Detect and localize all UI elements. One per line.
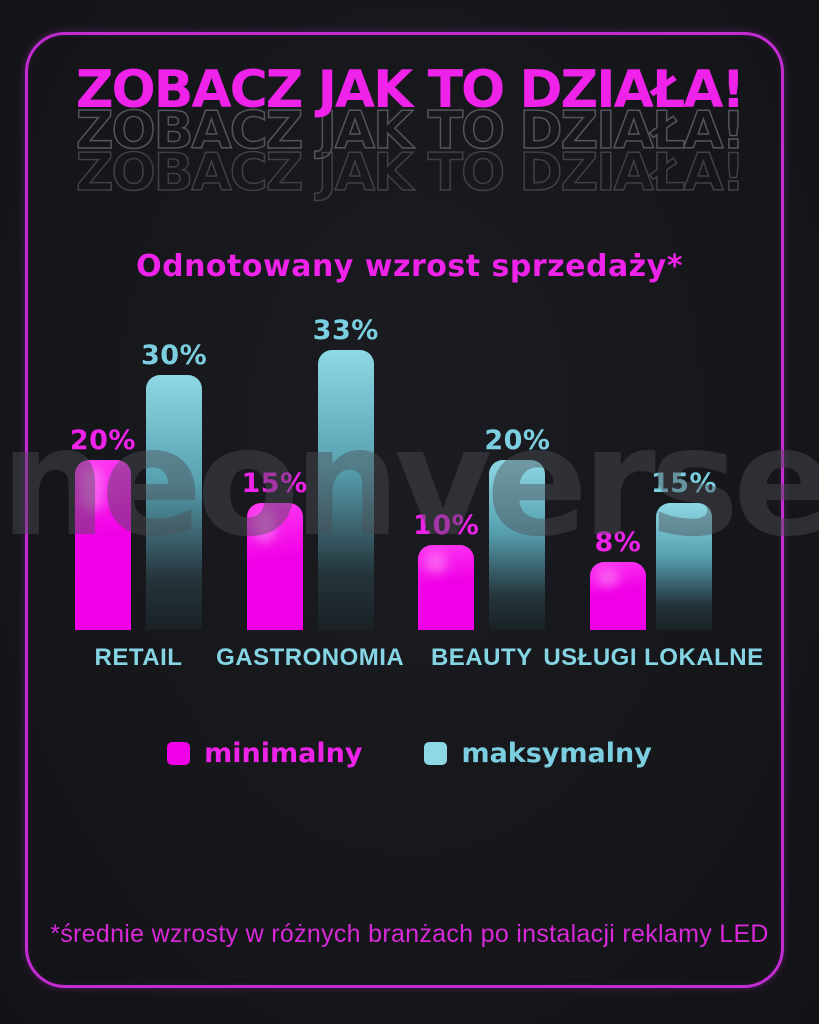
chart-group: 8% 15% USŁUGI LOKALNE [543,300,763,672]
bar-value-label: 15% [650,467,718,499]
bar-column: 15% [651,300,717,630]
bar-gloss-highlight [81,467,104,512]
bar-minimalny [418,545,475,630]
bar-column: 10% [413,300,479,630]
bar-column: 8% [589,300,646,630]
header: ZOBACZ JAK TO DZIAŁA! ZOBACZ JAK TO DZIA… [0,60,819,200]
title-echo-outline-1: ZOBACZ JAK TO DZIAŁA! [75,101,746,161]
page-title: ZOBACZ JAK TO DZIAŁA! [75,60,745,120]
bar-minimalny [74,460,131,630]
legend-label-maksymalny: maksymalny [461,738,652,769]
bars-pair: 15% 33% [242,300,379,630]
chart-title: Odnotowany wzrost sprzedaży* [136,249,683,284]
bar-value-label: 8% [594,527,642,558]
bar-column: 30% [141,300,207,630]
bar-gloss-highlight [425,552,448,575]
bars-pair: 10% 20% [413,300,550,630]
bar-column: 20% [70,300,136,630]
footnote: *średnie wzrosty w różnych branżach po i… [50,920,769,948]
bar-column: 15% [242,300,308,630]
bars-pair: 20% 30% [70,300,207,630]
category-label: GASTRONOMIA [216,644,405,671]
bar-gloss-highlight [596,569,619,587]
chart-group: 20% 30% RETAIL [61,300,216,672]
chart-legend: minimalny maksymalny [0,740,819,767]
bar-chart: 20% 30% RETAIL 15% 33% GASTRONOMIA 10% 20% BEAUT… [61,300,763,672]
legend-swatch-maksymalny [424,742,448,765]
bar-value-label: 33% [312,314,379,346]
chart-group: 15% 33% GASTRONOMIA [216,300,404,672]
legend-label-minimalny: minimalny [204,738,363,769]
bars-pair: 8% 15% [589,300,717,630]
bar-column: 20% [484,300,550,630]
category-label: BEAUTY [430,644,533,671]
title-echo-outline-2: ZOBACZ JAK TO DZIAŁA! [75,143,746,203]
bar-column: 33% [313,300,379,630]
bar-gloss-highlight [253,509,276,543]
bar-minimalny [246,502,303,630]
legend-item-minimalny: minimalny [167,740,362,767]
bar-value-label: 20% [69,425,136,456]
bar-value-label: 30% [141,340,208,371]
bar-maksymalny [489,460,546,630]
bar-value-label: 20% [484,425,551,456]
bar-maksymalny [317,349,374,630]
chart-group: 10% 20% BEAUTY [404,300,559,672]
category-label: USŁUGI LOKALNE [543,644,764,671]
legend-swatch-minimalny [167,742,191,765]
bar-minimalny [589,562,646,630]
legend-item-maksymalny: maksymalny [424,738,652,769]
bar-maksymalny [146,375,203,630]
bar-value-label: 10% [413,510,480,541]
bar-maksymalny [655,502,712,630]
bar-value-label: 15% [241,467,308,499]
category-label: RETAIL [94,644,183,671]
